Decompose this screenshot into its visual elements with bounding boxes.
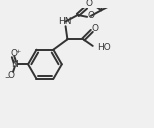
- Text: +: +: [15, 49, 20, 54]
- Text: O: O: [8, 71, 15, 80]
- Text: O: O: [85, 0, 93, 8]
- Text: O: O: [87, 11, 94, 20]
- Text: HO: HO: [97, 43, 111, 52]
- Text: HN: HN: [58, 17, 71, 26]
- Text: O: O: [91, 24, 98, 33]
- Text: O: O: [10, 49, 18, 57]
- Text: N: N: [12, 60, 18, 69]
- Text: −: −: [4, 74, 9, 79]
